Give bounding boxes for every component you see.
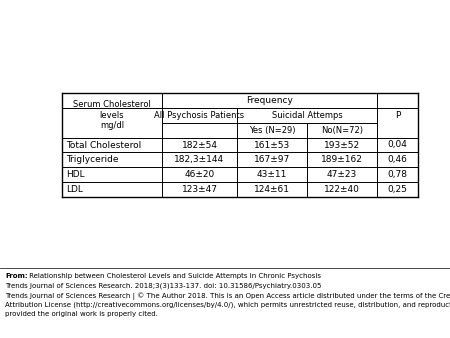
Text: Relationship between Cholesterol Levels and Suicide Attempts in Chronic Psychosi: Relationship between Cholesterol Levels … (27, 273, 321, 279)
Text: Total Cholesterol: Total Cholesterol (66, 141, 141, 149)
Text: Trends Journal of Sciences Research. 2018;3(3)133-137. doi: 10.31586/Psychiatry.: Trends Journal of Sciences Research. 201… (5, 283, 321, 289)
Text: 123±47: 123±47 (181, 185, 217, 194)
Text: 47±23: 47±23 (327, 170, 357, 179)
Text: Triglyceride: Triglyceride (66, 155, 118, 164)
Text: Frequency: Frequency (246, 96, 293, 105)
Text: 122±40: 122±40 (324, 185, 360, 194)
Text: Suicidal Attemps: Suicidal Attemps (272, 111, 342, 120)
Text: From:: From: (5, 273, 27, 279)
Text: LDL: LDL (66, 185, 83, 194)
Text: 43±11: 43±11 (257, 170, 287, 179)
Text: 193±52: 193±52 (324, 141, 360, 149)
Text: 182±54: 182±54 (181, 141, 217, 149)
Text: 0,25: 0,25 (387, 185, 407, 194)
Text: 46±20: 46±20 (184, 170, 215, 179)
Text: Yes (N=29): Yes (N=29) (249, 126, 295, 135)
Text: provided the original work is properly cited.: provided the original work is properly c… (5, 311, 158, 317)
Text: 182,3±144: 182,3±144 (175, 155, 225, 164)
Text: Attribution License (http://creativecommons.org/licenses/by/4.0/), which permits: Attribution License (http://creativecomm… (5, 301, 450, 308)
Text: 0,78: 0,78 (387, 170, 408, 179)
Text: No(N=72): No(N=72) (321, 126, 363, 135)
Text: Trends Journal of Sciences Research | © The Author 2018. This is an Open Access : Trends Journal of Sciences Research | © … (5, 292, 450, 300)
Text: 124±61: 124±61 (254, 185, 290, 194)
Text: 161±53: 161±53 (254, 141, 290, 149)
Text: 0,04: 0,04 (387, 141, 407, 149)
Text: 0,46: 0,46 (387, 155, 407, 164)
Text: All Psychosis Patients: All Psychosis Patients (154, 111, 244, 120)
Text: Serum Cholesterol
levels
mg/dl: Serum Cholesterol levels mg/dl (73, 100, 151, 130)
Text: HDL: HDL (66, 170, 85, 179)
Text: 167±97: 167±97 (254, 155, 290, 164)
Text: P: P (395, 111, 400, 120)
Text: 189±162: 189±162 (321, 155, 363, 164)
